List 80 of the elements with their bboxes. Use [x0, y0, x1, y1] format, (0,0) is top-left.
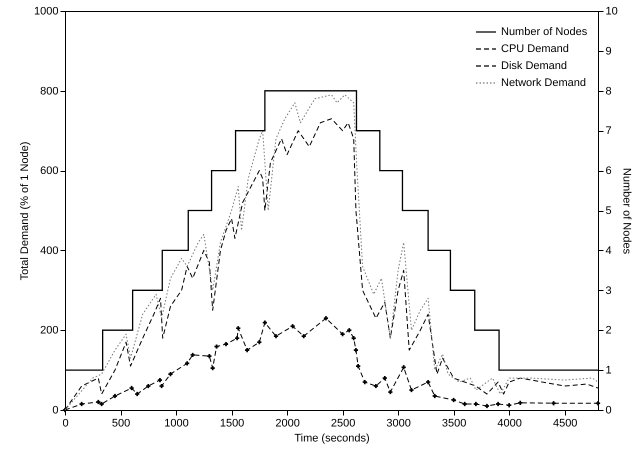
point: [324, 316, 328, 320]
point: [356, 364, 360, 368]
point: [340, 332, 345, 336]
y2-tick-label: 2: [606, 324, 612, 337]
point: [388, 390, 392, 394]
y2-tick-label: 6: [606, 165, 612, 178]
point: [474, 402, 478, 406]
point: [452, 398, 456, 402]
y2-tick-label: 3: [606, 284, 612, 297]
y2-tick-label: 1: [606, 364, 612, 377]
point: [244, 348, 250, 352]
point: [158, 378, 162, 382]
point: [352, 336, 356, 340]
y2-tick-label: 7: [606, 125, 612, 138]
y2-axis-title: Number of Nodes: [620, 168, 633, 255]
x-tick-label: 1500: [220, 418, 244, 430]
legend-label: Number of Nodes: [501, 26, 588, 38]
y-tick-label: 200: [40, 324, 58, 337]
x-tick-label: 1000: [164, 418, 189, 430]
legend-label: CPU Demand: [501, 43, 569, 55]
point: [135, 392, 140, 396]
y-tick-label: 1000: [34, 6, 58, 18]
point: [130, 386, 134, 390]
y2-tick-label: 9: [606, 45, 612, 58]
point: [168, 372, 173, 376]
point: [462, 402, 467, 406]
x-tick-label: 4500: [552, 418, 578, 430]
x-tick-label: 3000: [386, 418, 411, 430]
point: [551, 401, 556, 406]
point: [96, 400, 100, 404]
point: [214, 344, 219, 349]
point: [409, 388, 414, 392]
point: [426, 380, 430, 384]
point: [347, 328, 352, 332]
x-tick-label: 0: [62, 418, 69, 430]
point: [382, 376, 387, 380]
y2-tick-label: 8: [606, 85, 612, 98]
point: [274, 334, 278, 338]
point: [507, 403, 512, 408]
y-tick-label: 0: [52, 404, 58, 416]
x-tick-label: 500: [112, 418, 130, 430]
x-tick-label: 3500: [442, 418, 466, 430]
point: [80, 402, 84, 406]
point: [210, 366, 215, 370]
point: [112, 394, 118, 398]
y-axis-title: Total Demand (% of 1 Node): [19, 142, 32, 280]
point: [484, 404, 490, 408]
y2-tick-label: 4: [606, 244, 612, 257]
y2-tick-label: 0: [606, 404, 612, 416]
point: [596, 401, 600, 406]
point: [236, 326, 240, 330]
point: [100, 402, 104, 406]
x-tick-label: 2500: [330, 418, 356, 430]
point: [146, 384, 150, 388]
point: [224, 342, 228, 346]
point: [402, 365, 406, 370]
point: [190, 352, 195, 358]
point: [234, 336, 240, 340]
point: [207, 354, 212, 358]
y2-tick-label: 10: [606, 6, 618, 18]
y-tick-label: 600: [40, 165, 58, 178]
point: [354, 348, 358, 352]
point: [374, 384, 378, 388]
point: [185, 361, 190, 366]
point: [302, 334, 306, 338]
legend-label: Disk Demand: [501, 60, 568, 72]
point: [362, 380, 367, 384]
point: [290, 324, 295, 328]
y-tick-label: 800: [40, 85, 58, 98]
point: [159, 384, 164, 388]
y-tick-label: 400: [40, 244, 58, 257]
x-axis-title: Time (seconds): [294, 432, 370, 444]
point: [432, 394, 437, 398]
legend-label: Network Demand: [501, 77, 586, 89]
y2-tick-label: 5: [606, 205, 612, 217]
point: [518, 400, 522, 405]
x-tick-label: 4000: [497, 418, 522, 430]
point: [496, 402, 500, 406]
point: [257, 340, 262, 344]
x-tick-label: 2000: [275, 418, 300, 430]
